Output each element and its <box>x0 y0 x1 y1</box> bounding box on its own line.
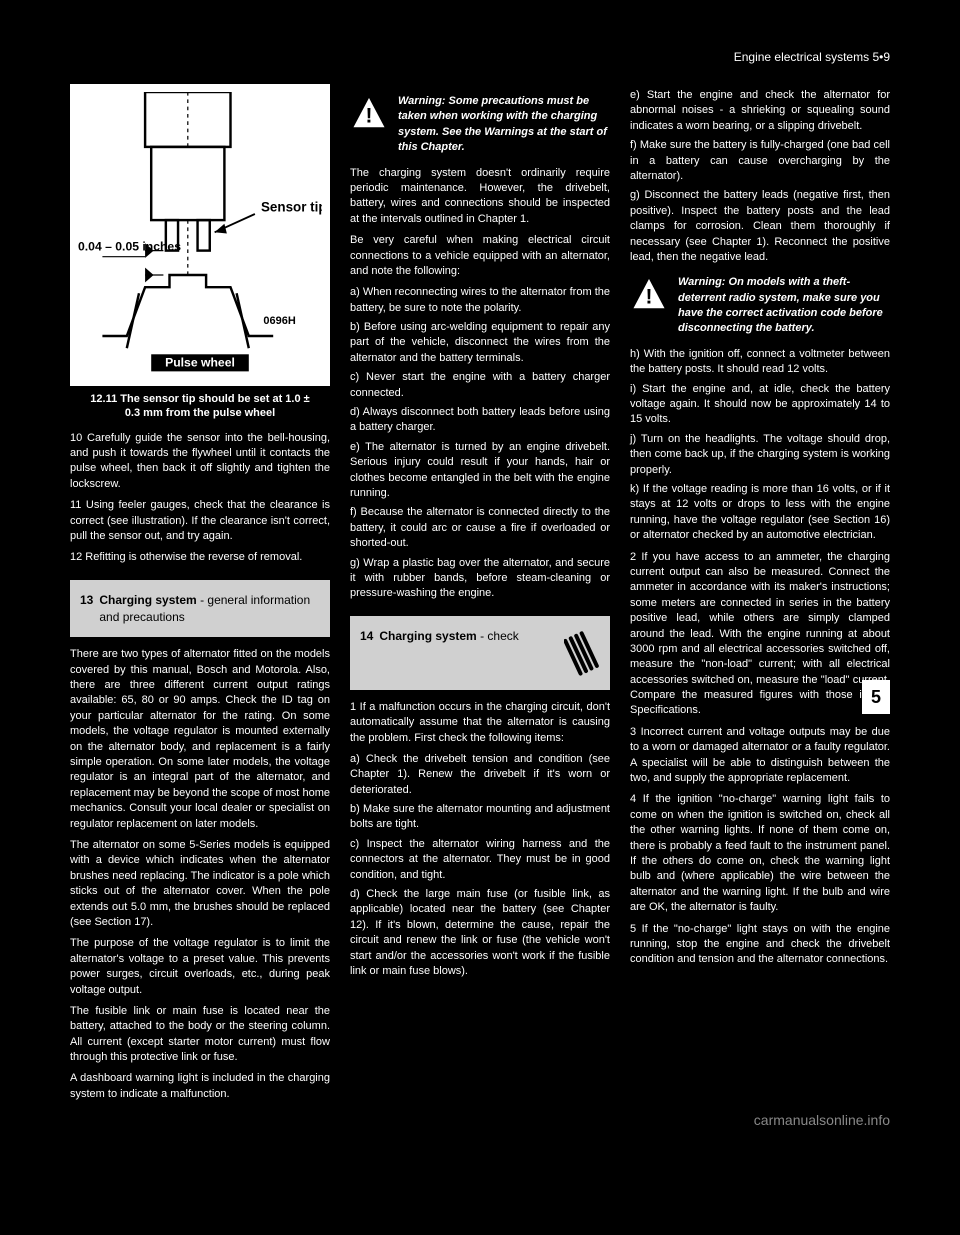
li2-b: b) Make sure the alternator mounting and… <box>350 802 610 833</box>
column-2: ! Warning: Some precautions must be take… <box>350 84 610 1108</box>
difficulty-spanner-icon <box>564 628 600 678</box>
page-header: Engine electrical systems 5•9 <box>70 50 890 64</box>
warning-text: Warning: Some precautions must be taken … <box>398 94 610 156</box>
c3-li-e: e) Start the engine and check the altern… <box>630 88 890 134</box>
page-container: Engine electrical systems 5•9 5 <box>0 0 960 1138</box>
c3-li-h: h) With the ignition off, connect a volt… <box>630 347 890 378</box>
li-c: c) Never start the engine with a battery… <box>350 370 610 401</box>
s13-p1: There are two types of alternator fitted… <box>70 647 330 832</box>
c3-li-f: f) Make sure the battery is fully-charge… <box>630 138 890 184</box>
c2-p2: Be very careful when making electrical c… <box>350 233 610 279</box>
column-1: Sensor tip 0.04 – 0.05 inches 0696H Puls… <box>70 84 330 1108</box>
warning-triangle-icon: ! <box>350 94 388 132</box>
c3-p1: 2 If you have access to an ammeter, the … <box>630 550 890 719</box>
svg-text:Sensor tip: Sensor tip <box>261 200 322 215</box>
li-d: d) Always disconnect both battery leads … <box>350 405 610 436</box>
c3-li-k: k) If the voltage reading is more than 1… <box>630 482 890 544</box>
section-title: Charging system - check <box>379 628 558 678</box>
s13-p5: A dashboard warning light is included in… <box>70 1071 330 1102</box>
watermark: carmanualsonline.info <box>754 1112 890 1128</box>
c3-p3: 4 If the ignition "no-charge" warning li… <box>630 792 890 915</box>
warning-triangle-icon: ! <box>630 275 668 313</box>
svg-text:0696H: 0696H <box>263 315 295 327</box>
li2-d: d) Check the large main fuse (or fusible… <box>350 887 610 979</box>
para-10: 10 Carefully guide the sensor into the b… <box>70 431 330 493</box>
li2-c: c) Inspect the alternator wiring harness… <box>350 837 610 883</box>
section-13-header: 13 Charging system - general information… <box>70 580 330 638</box>
c2-p1: The charging system doesn't ordinarily r… <box>350 166 610 228</box>
svg-text:0.04 – 0.05 inches: 0.04 – 0.05 inches <box>78 240 181 254</box>
svg-text:!: ! <box>366 105 373 128</box>
section-14-header: 14 Charging system - check <box>350 616 610 690</box>
li-b: b) Before using arc-welding equipment to… <box>350 320 610 366</box>
c3-p4: 5 If the "no-charge" light stays on with… <box>630 922 890 968</box>
section-number: 13 <box>80 592 93 609</box>
c3-p2: 3 Incorrect current and voltage outputs … <box>630 725 890 787</box>
chapter-tab: 5 <box>862 680 890 714</box>
s13-p2: The alternator on some 5-Series models i… <box>70 838 330 930</box>
columns-layout: Sensor tip 0.04 – 0.05 inches 0696H Puls… <box>70 84 890 1108</box>
warning-box-2: ! Warning: On models with a theft-deterr… <box>630 275 890 337</box>
column-3: e) Start the engine and check the altern… <box>630 84 890 1108</box>
c2-p3: 1 If a malfunction occurs in the chargin… <box>350 700 610 746</box>
para-11: 11 Using feeler gauges, check that the c… <box>70 498 330 544</box>
warning-box-1: ! Warning: Some precautions must be take… <box>350 94 610 156</box>
sensor-diagram: Sensor tip 0.04 – 0.05 inches 0696H Puls… <box>78 92 322 373</box>
li2-a: a) Check the drivebelt tension and condi… <box>350 752 610 798</box>
c3-li-i: i) Start the engine and, at idle, check … <box>630 382 890 428</box>
li-a: a) When reconnecting wires to the altern… <box>350 285 610 316</box>
s13-p4: The fusible link or main fuse is located… <box>70 1004 330 1066</box>
c3-li-g: g) Disconnect the battery leads (negativ… <box>630 188 890 265</box>
section-title: Charging system - general information an… <box>99 592 320 626</box>
warning-text: Warning: On models with a theft-deterren… <box>678 275 890 337</box>
figure-12-11: Sensor tip 0.04 – 0.05 inches 0696H Puls… <box>70 84 330 386</box>
li-e: e) The alternator is turned by an engine… <box>350 440 610 502</box>
svg-text:Pulse wheel: Pulse wheel <box>165 355 235 369</box>
para-12: 12 Refitting is otherwise the reverse of… <box>70 550 330 565</box>
c3-li-j: j) Turn on the headlights. The voltage s… <box>630 432 890 478</box>
li-g: g) Wrap a plastic bag over the alternato… <box>350 556 610 602</box>
s13-p3: The purpose of the voltage regulator is … <box>70 936 330 998</box>
svg-text:!: ! <box>646 286 653 309</box>
section-number: 14 <box>360 628 373 678</box>
figure-caption: 12.11 The sensor tip should be set at 1.… <box>70 392 330 421</box>
li-f: f) Because the alternator is connected d… <box>350 505 610 551</box>
